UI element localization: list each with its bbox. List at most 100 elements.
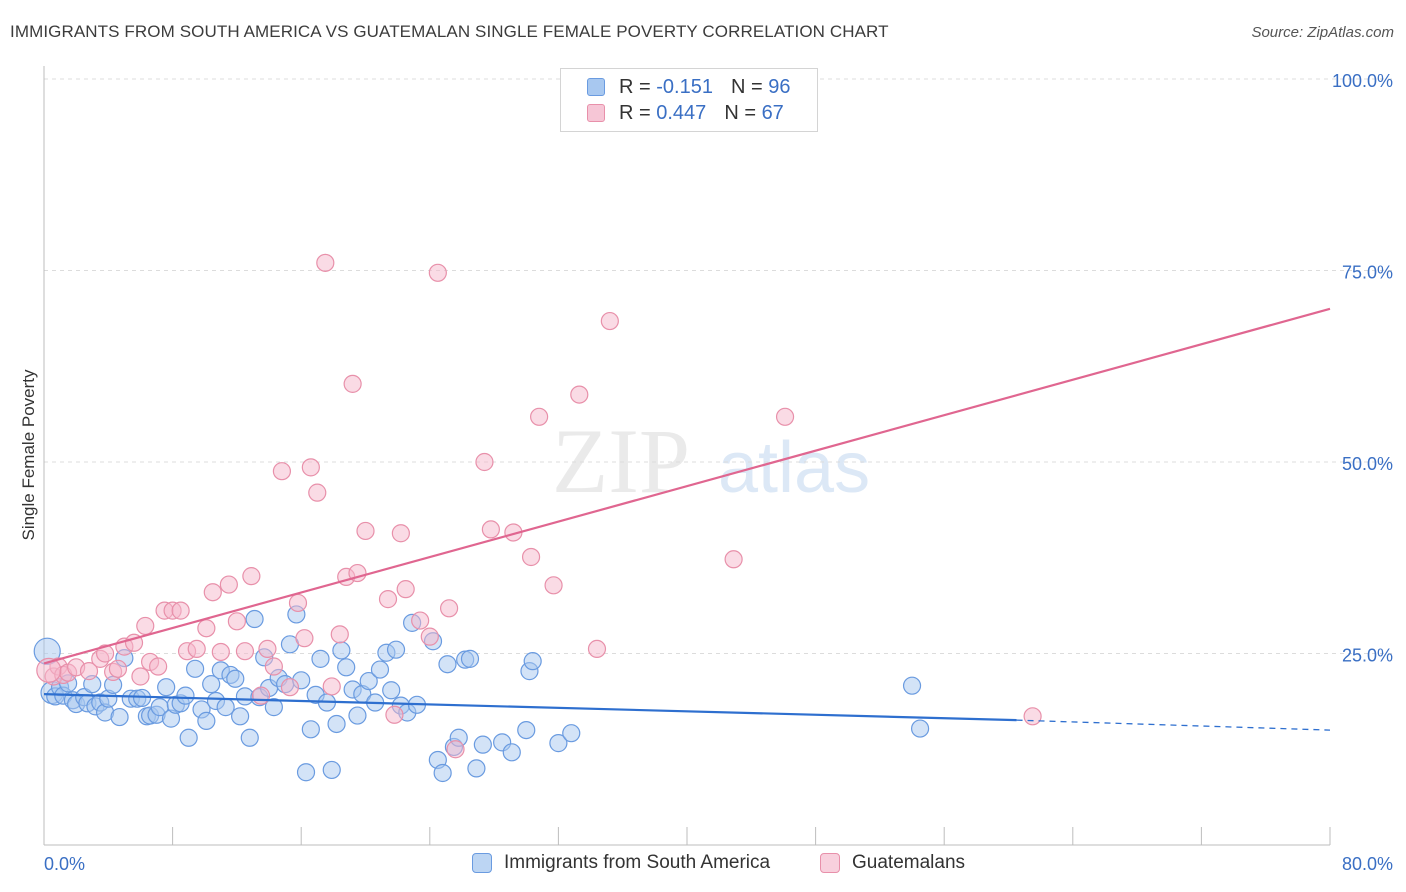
- data-point-immigrants: [327, 714, 346, 734]
- data-point-guatemalans: [385, 705, 404, 724]
- data-point-guatemalans: [301, 458, 320, 477]
- data-point-immigrants: [264, 698, 283, 717]
- legend-swatch-blue: [472, 853, 492, 873]
- data-point-guatemalans: [475, 452, 494, 472]
- data-point-immigrants: [245, 609, 264, 629]
- data-point-immigrants: [523, 652, 542, 671]
- data-point-immigrants: [562, 724, 581, 743]
- data-point-guatemalans: [521, 547, 541, 567]
- data-point-guatemalans: [411, 611, 430, 630]
- data-point-guatemalans: [258, 639, 277, 659]
- data-point-guatemalans: [775, 407, 795, 426]
- data-point-immigrants: [301, 720, 320, 739]
- data-point-guatemalans: [439, 599, 459, 618]
- data-point-immigrants: [467, 759, 486, 778]
- data-point-immigrants: [186, 659, 205, 678]
- data-point-guatemalans: [322, 677, 341, 696]
- data-point-guatemalans: [171, 601, 190, 620]
- data-point-immigrants: [231, 707, 250, 726]
- data-point-guatemalans: [235, 642, 255, 661]
- data-point-immigrants: [460, 649, 480, 668]
- data-point-immigrants: [197, 711, 216, 731]
- grid-lines: [44, 78, 1393, 654]
- data-point-guatemalans: [544, 576, 563, 595]
- data-point-guatemalans: [136, 616, 155, 636]
- data-point-guatemalans: [242, 567, 261, 586]
- data-point-guatemalans: [203, 583, 222, 602]
- data-point-guatemalans: [391, 524, 410, 543]
- data-point-guatemalans: [316, 253, 335, 272]
- data-point-guatemalans: [187, 639, 206, 659]
- legend-swatch-pink: [820, 853, 840, 873]
- y-axis-label: Single Female Poverty: [19, 369, 38, 541]
- data-point-guatemalans: [378, 590, 398, 609]
- tick-labels: 25.0% 50.0% 75.0% 100.0% 0.0% 80.0%: [44, 71, 1393, 874]
- chart-title: IMMIGRANTS FROM SOUTH AMERICA VS GUATEMA…: [10, 22, 889, 41]
- legend-label-guatemalans: Guatemalans: [852, 852, 966, 873]
- trend-lines: [43, 307, 1331, 731]
- data-point-guatemalans: [272, 462, 292, 481]
- data-point-guatemalans: [446, 740, 465, 759]
- y-tick-label: 25.0%: [1342, 646, 1393, 666]
- data-point-guatemalans: [280, 678, 300, 697]
- series-legend: Immigrants from South America Guatemalan…: [0, 852, 1406, 878]
- data-point-guatemalans: [149, 657, 168, 676]
- y-tick-label: 50.0%: [1342, 454, 1393, 474]
- stats-legend: R = -0.151 N = 96 R = 0.447 N = 67: [560, 68, 818, 132]
- data-point-immigrants: [433, 763, 452, 783]
- data-point-guatemalans: [570, 385, 589, 404]
- stats-row-guatemalans: R = 0.447 N = 67: [587, 101, 784, 125]
- data-point-immigrants: [337, 658, 356, 677]
- data-point-guatemalans: [481, 520, 500, 539]
- data-point-guatemalans: [396, 580, 415, 599]
- data-point-immigrants: [226, 669, 245, 688]
- data-point-immigrants: [157, 678, 176, 697]
- data-point-immigrants: [311, 649, 330, 668]
- data-point-guatemalans: [108, 659, 128, 678]
- data-point-immigrants: [359, 671, 378, 691]
- data-point-guatemalans: [295, 629, 314, 648]
- data-point-guatemalans: [428, 263, 447, 282]
- stats-row-immigrants: R = -0.151 N = 96: [587, 75, 790, 99]
- data-point-guatemalans: [330, 625, 349, 644]
- x-tick-label: 80.0%: [1342, 854, 1393, 874]
- data-point-guatemalans: [600, 311, 619, 331]
- data-point-immigrants: [386, 640, 406, 659]
- data-point-guatemalans: [530, 407, 549, 426]
- r-value-guatemalans: 0.447: [656, 101, 707, 124]
- data-point-guatemalans: [356, 521, 375, 541]
- n-label: N =: [730, 75, 763, 98]
- data-point-immigrants: [332, 641, 351, 660]
- n-value-immigrants: 96: [768, 75, 791, 98]
- r-label: R =: [619, 101, 651, 124]
- series-immigrants-points: [33, 605, 930, 783]
- data-point-guatemalans: [1023, 707, 1042, 726]
- data-point-guatemalans: [587, 639, 607, 659]
- data-point-guatemalans: [79, 662, 99, 681]
- source-credit: Source: ZipAtlas.com: [1251, 24, 1394, 41]
- data-point-guatemalans: [288, 593, 308, 613]
- zipatlas-watermark: ZIP atlas: [552, 410, 870, 512]
- data-point-immigrants: [517, 720, 536, 740]
- trend-line-immigrants: [43, 692, 1017, 722]
- data-point-immigrants: [902, 676, 922, 695]
- legend-item-immigrants: Immigrants from South America: [472, 852, 770, 874]
- data-point-immigrants: [216, 698, 235, 717]
- data-point-guatemalans: [197, 619, 216, 638]
- axes: [43, 66, 1331, 846]
- r-value-immigrants: -0.151: [656, 75, 713, 98]
- data-point-guatemalans: [227, 612, 246, 631]
- data-point-immigrants: [473, 735, 492, 754]
- x-tick-label: 0.0%: [44, 854, 85, 874]
- data-point-guatemalans: [343, 374, 362, 393]
- n-label: N =: [724, 101, 756, 124]
- data-point-immigrants: [296, 763, 316, 782]
- data-point-immigrants: [438, 655, 457, 674]
- data-point-guatemalans: [219, 575, 238, 594]
- data-point-immigrants: [322, 760, 341, 780]
- r-label: R =: [619, 75, 651, 98]
- data-point-immigrants: [910, 719, 930, 738]
- legend-label-immigrants: Immigrants from South America: [504, 852, 771, 873]
- trend-line-immigrants-extension: [1016, 719, 1331, 731]
